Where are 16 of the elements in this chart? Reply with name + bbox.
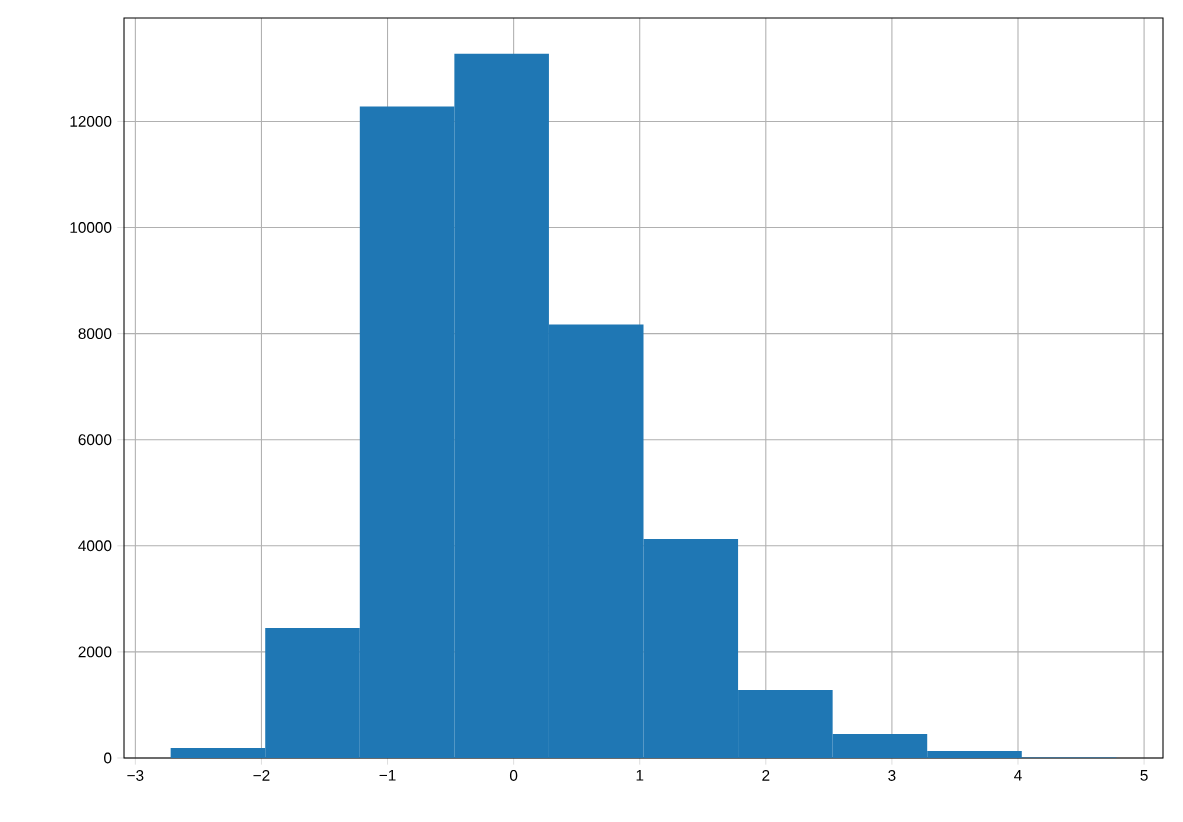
x-tick-label: 4	[1014, 770, 1022, 781]
x-tick-label: 2	[762, 770, 770, 781]
y-tick-label: 6000	[78, 434, 112, 446]
y-tick-label: 10000	[70, 222, 112, 233]
x-tick-label: 5	[1140, 770, 1148, 781]
y-tick-label: 12000	[70, 116, 112, 127]
x-tick-label: 3	[888, 770, 896, 781]
x-tick-label: 1	[636, 770, 644, 781]
x-tick-label: −3	[127, 770, 144, 781]
y-tick-label: 2000	[78, 646, 112, 658]
x-tick-label: 0	[509, 770, 518, 781]
x-tick-label: −1	[379, 770, 396, 781]
x-tick-label: −2	[253, 770, 270, 781]
y-tick-label: 0	[104, 752, 112, 764]
y-tick-label: 8000	[78, 328, 112, 340]
y-tick-label: 4000	[78, 540, 112, 552]
